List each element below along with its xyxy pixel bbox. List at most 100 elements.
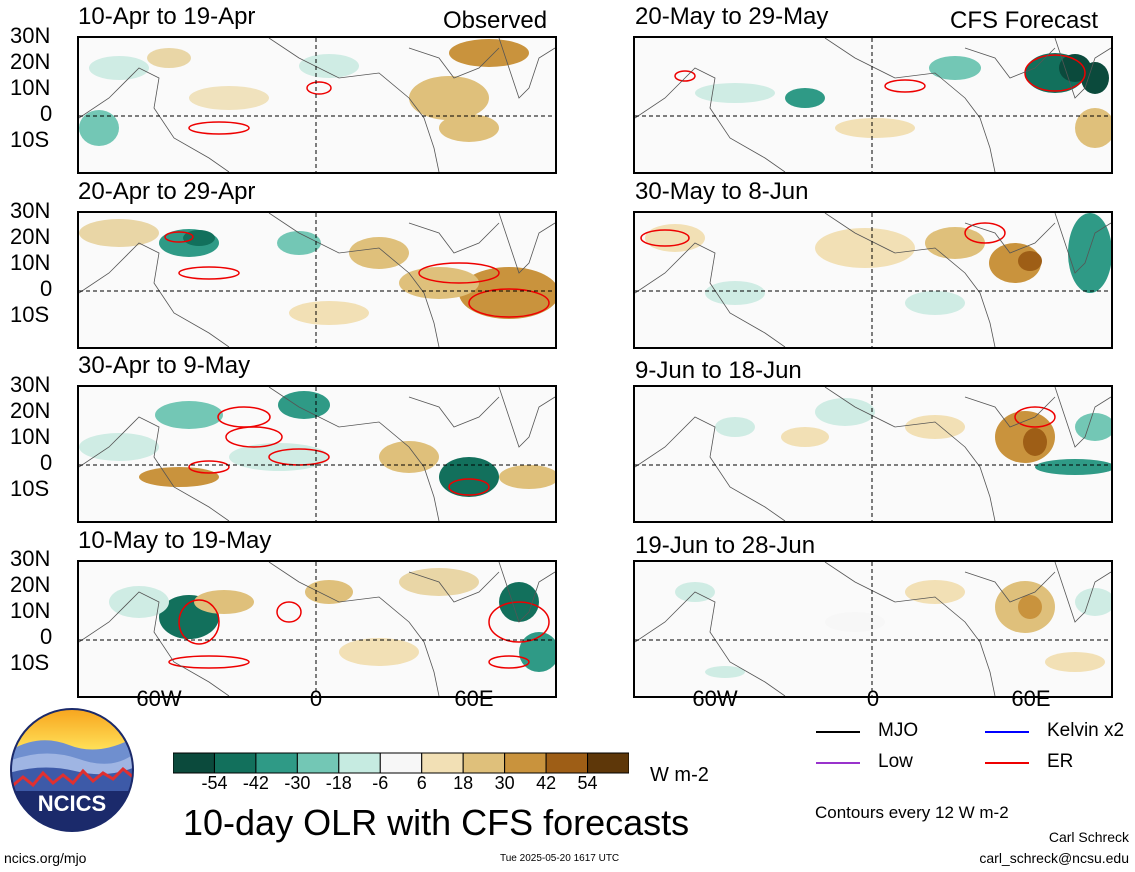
panel-title-left-4: 10-May to 19-May [78,527,272,554]
colorbar-swatch [379,752,423,774]
coastline [79,387,555,521]
coastline [79,38,555,172]
lat-label: 10N [10,598,51,623]
er-contour [418,262,500,284]
ncics-logo: NCICS [10,708,134,832]
olr-anomaly-region [139,467,219,487]
olr-anomaly-region [147,48,191,68]
olr-anomaly-region [194,590,254,614]
panel-title-left-2: 20-Apr to 29-Apr [78,178,256,205]
lat-label: 0 [40,101,53,126]
legend-swatch-mjo [816,731,860,733]
colorbar-swatch [296,752,340,774]
er-contour [488,655,530,669]
panel-tag-forecast: CFS Forecast [950,7,1099,34]
olr-anomaly-region [1023,428,1047,456]
olr-map-graphic [79,562,555,696]
panel-title-right-3: 9-Jun to 18-Jun [635,357,802,384]
coastline [635,387,1111,521]
panel-title-right-4: 19-Jun to 28-Jun [635,532,816,559]
lon-label: 60E [454,686,494,711]
panel-title-right-2: 30-May to 8-Jun [635,178,809,205]
colorbar-swatch [545,752,589,774]
olr-map-left-4 [77,560,557,698]
er-contour [1014,406,1056,428]
colorbar-label: -6 [372,773,389,793]
olr-anomaly-region [409,76,489,120]
lat-label: 0 [40,450,53,475]
lat-label: 20N [10,224,51,249]
olr-anomaly-region [1075,413,1111,441]
colorbar-swatch [338,752,381,774]
lat-label: 30N [10,372,51,397]
author-email[interactable]: carl_schreck@ncsu.edu [979,850,1129,866]
lat-label: 10N [10,250,51,275]
olr-map-left-3 [77,385,557,523]
olr-anomaly-region [785,88,825,108]
olr-anomaly-region [1018,251,1042,271]
legend-swatch-er [985,762,1029,764]
coastline [635,38,1111,172]
lat-label: 30N [10,23,51,48]
legend-swatch-kelvin [985,731,1029,733]
olr-anomaly-region [695,83,775,103]
olr-anomaly-region [439,457,499,497]
panel-title-right-1: 20-May to 29-May [635,3,829,30]
er-contour [640,229,690,247]
wave-contours [1014,406,1056,428]
olr-anomaly-shading [109,568,555,672]
olr-map-graphic [635,213,1111,347]
olr-anomaly-region [815,398,875,426]
olr-anomaly-region [1018,595,1042,619]
coastline [79,213,555,347]
olr-anomaly-region [305,580,353,604]
legend-label-kelvin: Kelvin x2 [1047,720,1125,741]
olr-map-left-2 [77,211,557,349]
legend-label-mjo: MJO [878,720,919,741]
olr-anomaly-region [89,56,149,80]
er-contour [306,81,332,95]
colorbar-swatch [421,752,464,774]
legend-swatch-low [816,762,860,764]
olr-anomaly-region [1035,459,1111,475]
lat-label: 30N [10,198,51,223]
olr-anomaly-shading [675,580,1111,678]
olr-map-graphic [79,387,555,521]
contour-note: Contours every 12 W m-2 [815,803,1009,822]
olr-anomaly-region [189,86,269,110]
lat-label: 10S [10,302,50,327]
colorbar-label: -54 [201,773,228,793]
er-contour [448,478,490,496]
wave-contours [168,599,550,669]
olr-anomaly-region [1045,652,1105,672]
legend-label-low: Low [878,751,913,772]
legend-label-er: ER [1047,751,1074,772]
website-link[interactable]: ncics.org/mjo [4,850,87,866]
olr-map-right-4 [633,560,1113,698]
er-contour [178,599,220,645]
olr-anomaly-shading [79,219,555,325]
lat-label: 10S [10,127,50,152]
olr-anomaly-region [449,39,529,67]
olr-anomaly-shading [695,53,1111,148]
colorbar-label: 42 [536,773,557,793]
er-contour [884,79,926,93]
colorbar-swatch [587,752,629,774]
olr-anomaly-region [299,54,359,78]
olr-map-left-1 [77,36,557,174]
olr-map-graphic [635,562,1111,696]
lat-label: 20N [10,398,51,423]
olr-anomaly-region [925,227,985,259]
colorbar-label: 6 [416,773,427,793]
lat-label: 20N [10,49,51,74]
olr-anomaly-region [339,638,419,666]
panel-tag-observed: Observed [443,7,548,34]
olr-anomaly-region [905,580,965,604]
colorbar-label: 54 [577,773,598,793]
olr-map-right-3 [633,385,1113,523]
olr-map-graphic [635,387,1111,521]
timestamp: Tue 2025-05-20 1617 UTC [500,853,620,864]
olr-anomaly-shading [645,213,1111,315]
olr-anomaly-region [439,114,499,142]
olr-anomaly-region [1068,213,1111,293]
